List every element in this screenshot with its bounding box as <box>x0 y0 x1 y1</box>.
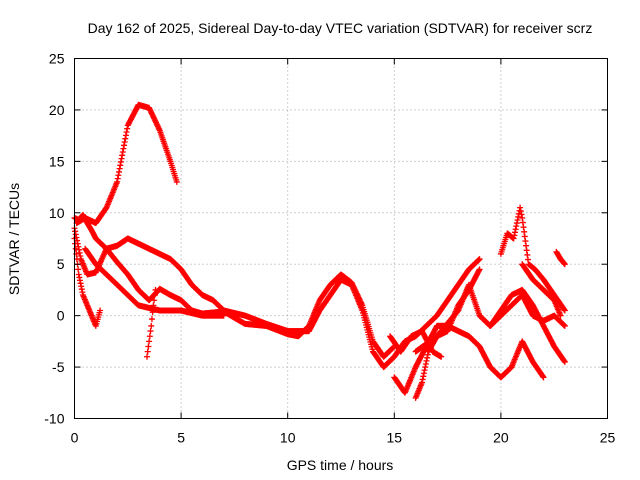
y-tick-label: 20 <box>49 102 65 118</box>
series-track-c <box>71 235 104 329</box>
axis-ticks <box>74 58 608 419</box>
data-point <box>476 266 483 273</box>
y-tick-label: -10 <box>44 411 64 427</box>
data-point <box>151 297 158 304</box>
data-point <box>557 312 564 319</box>
series-track-l <box>553 248 568 268</box>
data-point <box>173 178 180 185</box>
data-point <box>517 208 524 215</box>
data-point <box>438 353 445 360</box>
data-point <box>143 353 150 360</box>
y-tick-label: 0 <box>57 308 65 324</box>
data-point <box>561 358 568 365</box>
series-track-k <box>519 261 564 319</box>
y-tick-label: -5 <box>52 359 65 375</box>
series-track-i <box>487 292 568 329</box>
data-point <box>151 292 158 299</box>
series-track-n <box>387 328 445 360</box>
data-point <box>72 245 79 252</box>
data-point <box>561 307 568 314</box>
data-point <box>145 343 152 350</box>
x-tick-label: 25 <box>600 430 616 446</box>
data-point <box>146 338 153 345</box>
data-point <box>144 348 151 355</box>
data-point <box>148 322 155 329</box>
tick-labels: 0 5 10 15 20 25 -10 -5 0 5 10 15 20 25 <box>44 51 615 446</box>
data-point <box>561 322 568 329</box>
data-point <box>148 316 155 323</box>
series-track-f <box>82 245 227 319</box>
x-tick-label: 15 <box>387 430 403 446</box>
data-point <box>517 204 524 211</box>
series-track-e <box>143 286 159 360</box>
x-axis-label: GPS time / hours <box>287 457 394 473</box>
series-track-d <box>73 101 180 227</box>
x-tick-label: 10 <box>280 430 296 446</box>
grid-lines <box>74 58 608 419</box>
y-tick-label: 15 <box>49 153 65 169</box>
x-tick-label: 5 <box>177 430 185 446</box>
data-point <box>97 307 104 314</box>
data-point <box>72 240 79 247</box>
data-point <box>147 328 154 335</box>
x-tick-label: 0 <box>71 430 79 446</box>
data-point <box>146 333 153 340</box>
data-point <box>518 211 525 218</box>
y-tick-label: 5 <box>57 256 65 272</box>
chart-title: Day 162 of 2025, Sidereal Day-to-day VTE… <box>88 20 593 36</box>
series-track-b <box>71 225 483 371</box>
data-point <box>220 312 227 319</box>
data-point <box>561 261 568 268</box>
data-point <box>75 266 82 273</box>
y-tick-label: 25 <box>49 51 65 67</box>
y-axis-label: SDTVAR / TECUs <box>6 183 22 295</box>
data-point <box>152 286 159 293</box>
plot-frame <box>74 58 608 419</box>
x-tick-label: 20 <box>493 430 509 446</box>
data-point <box>540 374 547 381</box>
y-tick-label: 10 <box>49 205 65 221</box>
data-point <box>476 256 483 263</box>
data-points <box>71 101 568 401</box>
